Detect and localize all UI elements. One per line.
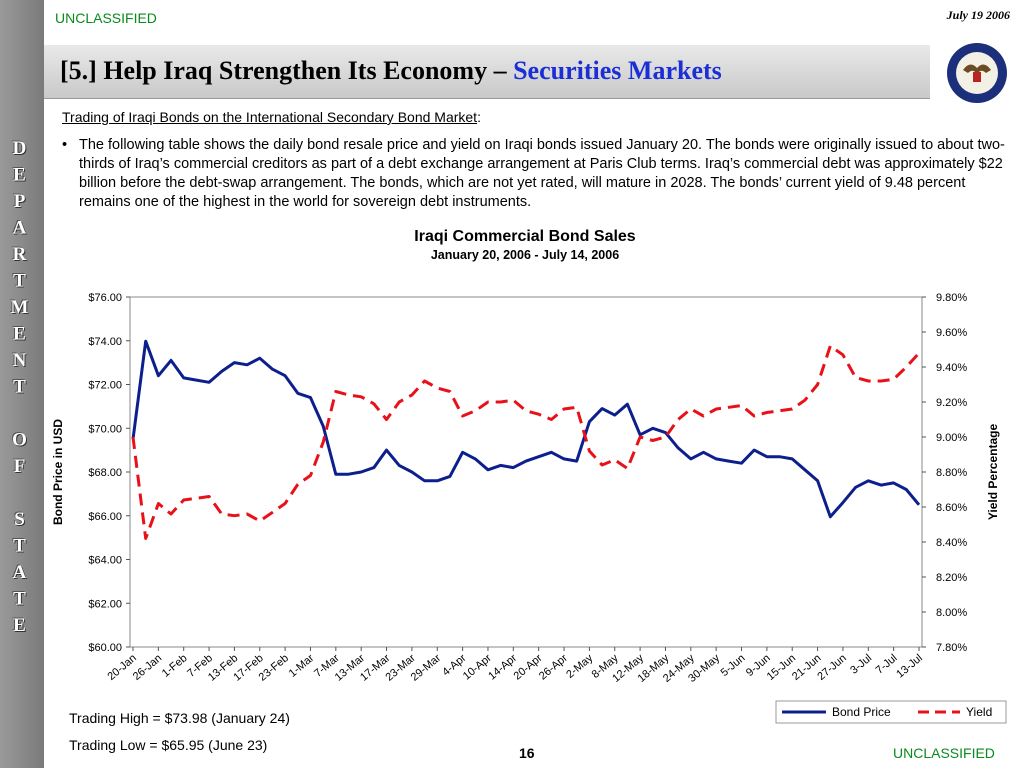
x-tick-label: 26-Jan <box>131 652 164 683</box>
y-tick-label: $64.00 <box>88 555 122 567</box>
y2-tick-label: 8.00% <box>936 607 967 619</box>
y2-tick-label: 8.40% <box>936 537 967 549</box>
x-tick-label: 27-Jun <box>815 652 848 683</box>
sidebar-text: DEPARTMENT OF STATE <box>9 138 30 642</box>
series-line <box>131 339 921 519</box>
heading: Trading of Iraqi Bonds on the Internatio… <box>62 109 481 125</box>
x-tick-label: 1-Mar <box>287 652 317 680</box>
x-tick-label: 2-May <box>564 652 596 681</box>
note: Trading Low = $65.95 (June 23) <box>69 737 268 753</box>
y2-tick-label: 9.60% <box>936 327 967 339</box>
heading-suffix: : <box>477 109 481 125</box>
title-band <box>44 45 930 99</box>
x-tick-label: 3-Jul <box>848 652 874 677</box>
y2-tick-label: 9.40% <box>936 362 967 374</box>
legend-box <box>775 700 1007 724</box>
title-highlight: Securities Markets <box>513 56 722 85</box>
legend-label: Yield <box>966 705 992 719</box>
seal-shield <box>973 72 981 82</box>
y-tick-label: $66.00 <box>88 511 122 523</box>
bullet-text: The following table shows the daily bond… <box>62 136 1014 212</box>
seal-eagle <box>963 64 991 74</box>
y2-tick-label: 8.80% <box>936 467 967 479</box>
x-tick-label: 26-Apr <box>537 652 570 683</box>
y2-tick-label: 8.20% <box>936 572 967 584</box>
y2-tick-label: 9.80% <box>936 292 967 304</box>
classification-bottom: UNCLASSIFIED <box>893 745 995 761</box>
y-tick-label: $74.00 <box>88 336 122 348</box>
x-tick-label: 13-Jul <box>894 652 925 680</box>
y-tick-label: $60.00 <box>88 642 122 654</box>
series-line <box>131 344 921 540</box>
y2-tick-label: 9.20% <box>936 397 967 409</box>
chart-title: Iraqi Commercial Bond Sales <box>414 228 636 245</box>
heading-text: Trading of Iraqi Bonds on the Internatio… <box>62 109 478 125</box>
y2-tick-label: 7.80% <box>936 642 967 654</box>
x-tick-label: 5-Jun <box>719 652 748 679</box>
classification-top: UNCLASSIFIED <box>55 10 157 26</box>
y-tick-label: $76.00 <box>88 292 122 304</box>
x-tick-label: 29-Mar <box>409 652 444 684</box>
y2-tick-label: 9.00% <box>936 432 967 444</box>
y-tick-label: $72.00 <box>88 380 122 392</box>
plot-area <box>129 296 923 648</box>
sidebar <box>0 0 44 768</box>
slide-title: [5.] Help Iraq Strengthen Its Economy – … <box>60 56 722 86</box>
y2-axis-title: Yield Percentage <box>986 424 1000 521</box>
x-tick-label: 1-Feb <box>160 652 190 680</box>
y-tick-label: $70.00 <box>88 423 122 435</box>
y-tick-label: $62.00 <box>88 598 122 610</box>
date: July 19 2006 <box>946 8 1010 22</box>
y-tick-label: $68.00 <box>88 467 122 479</box>
y2-tick-label: 8.60% <box>936 502 967 514</box>
legend-label: Bond Price <box>832 705 891 719</box>
note: Trading High = $73.98 (January 24) <box>69 710 290 726</box>
page-number: 16 <box>519 745 535 761</box>
y-axis-title: Bond Price in USD <box>51 419 65 525</box>
seal <box>947 43 1007 103</box>
title-text: [5.] Help Iraq Strengthen Its Economy – <box>60 56 507 85</box>
chart-subtitle: January 20, 2006 - July 14, 2006 <box>431 248 619 262</box>
